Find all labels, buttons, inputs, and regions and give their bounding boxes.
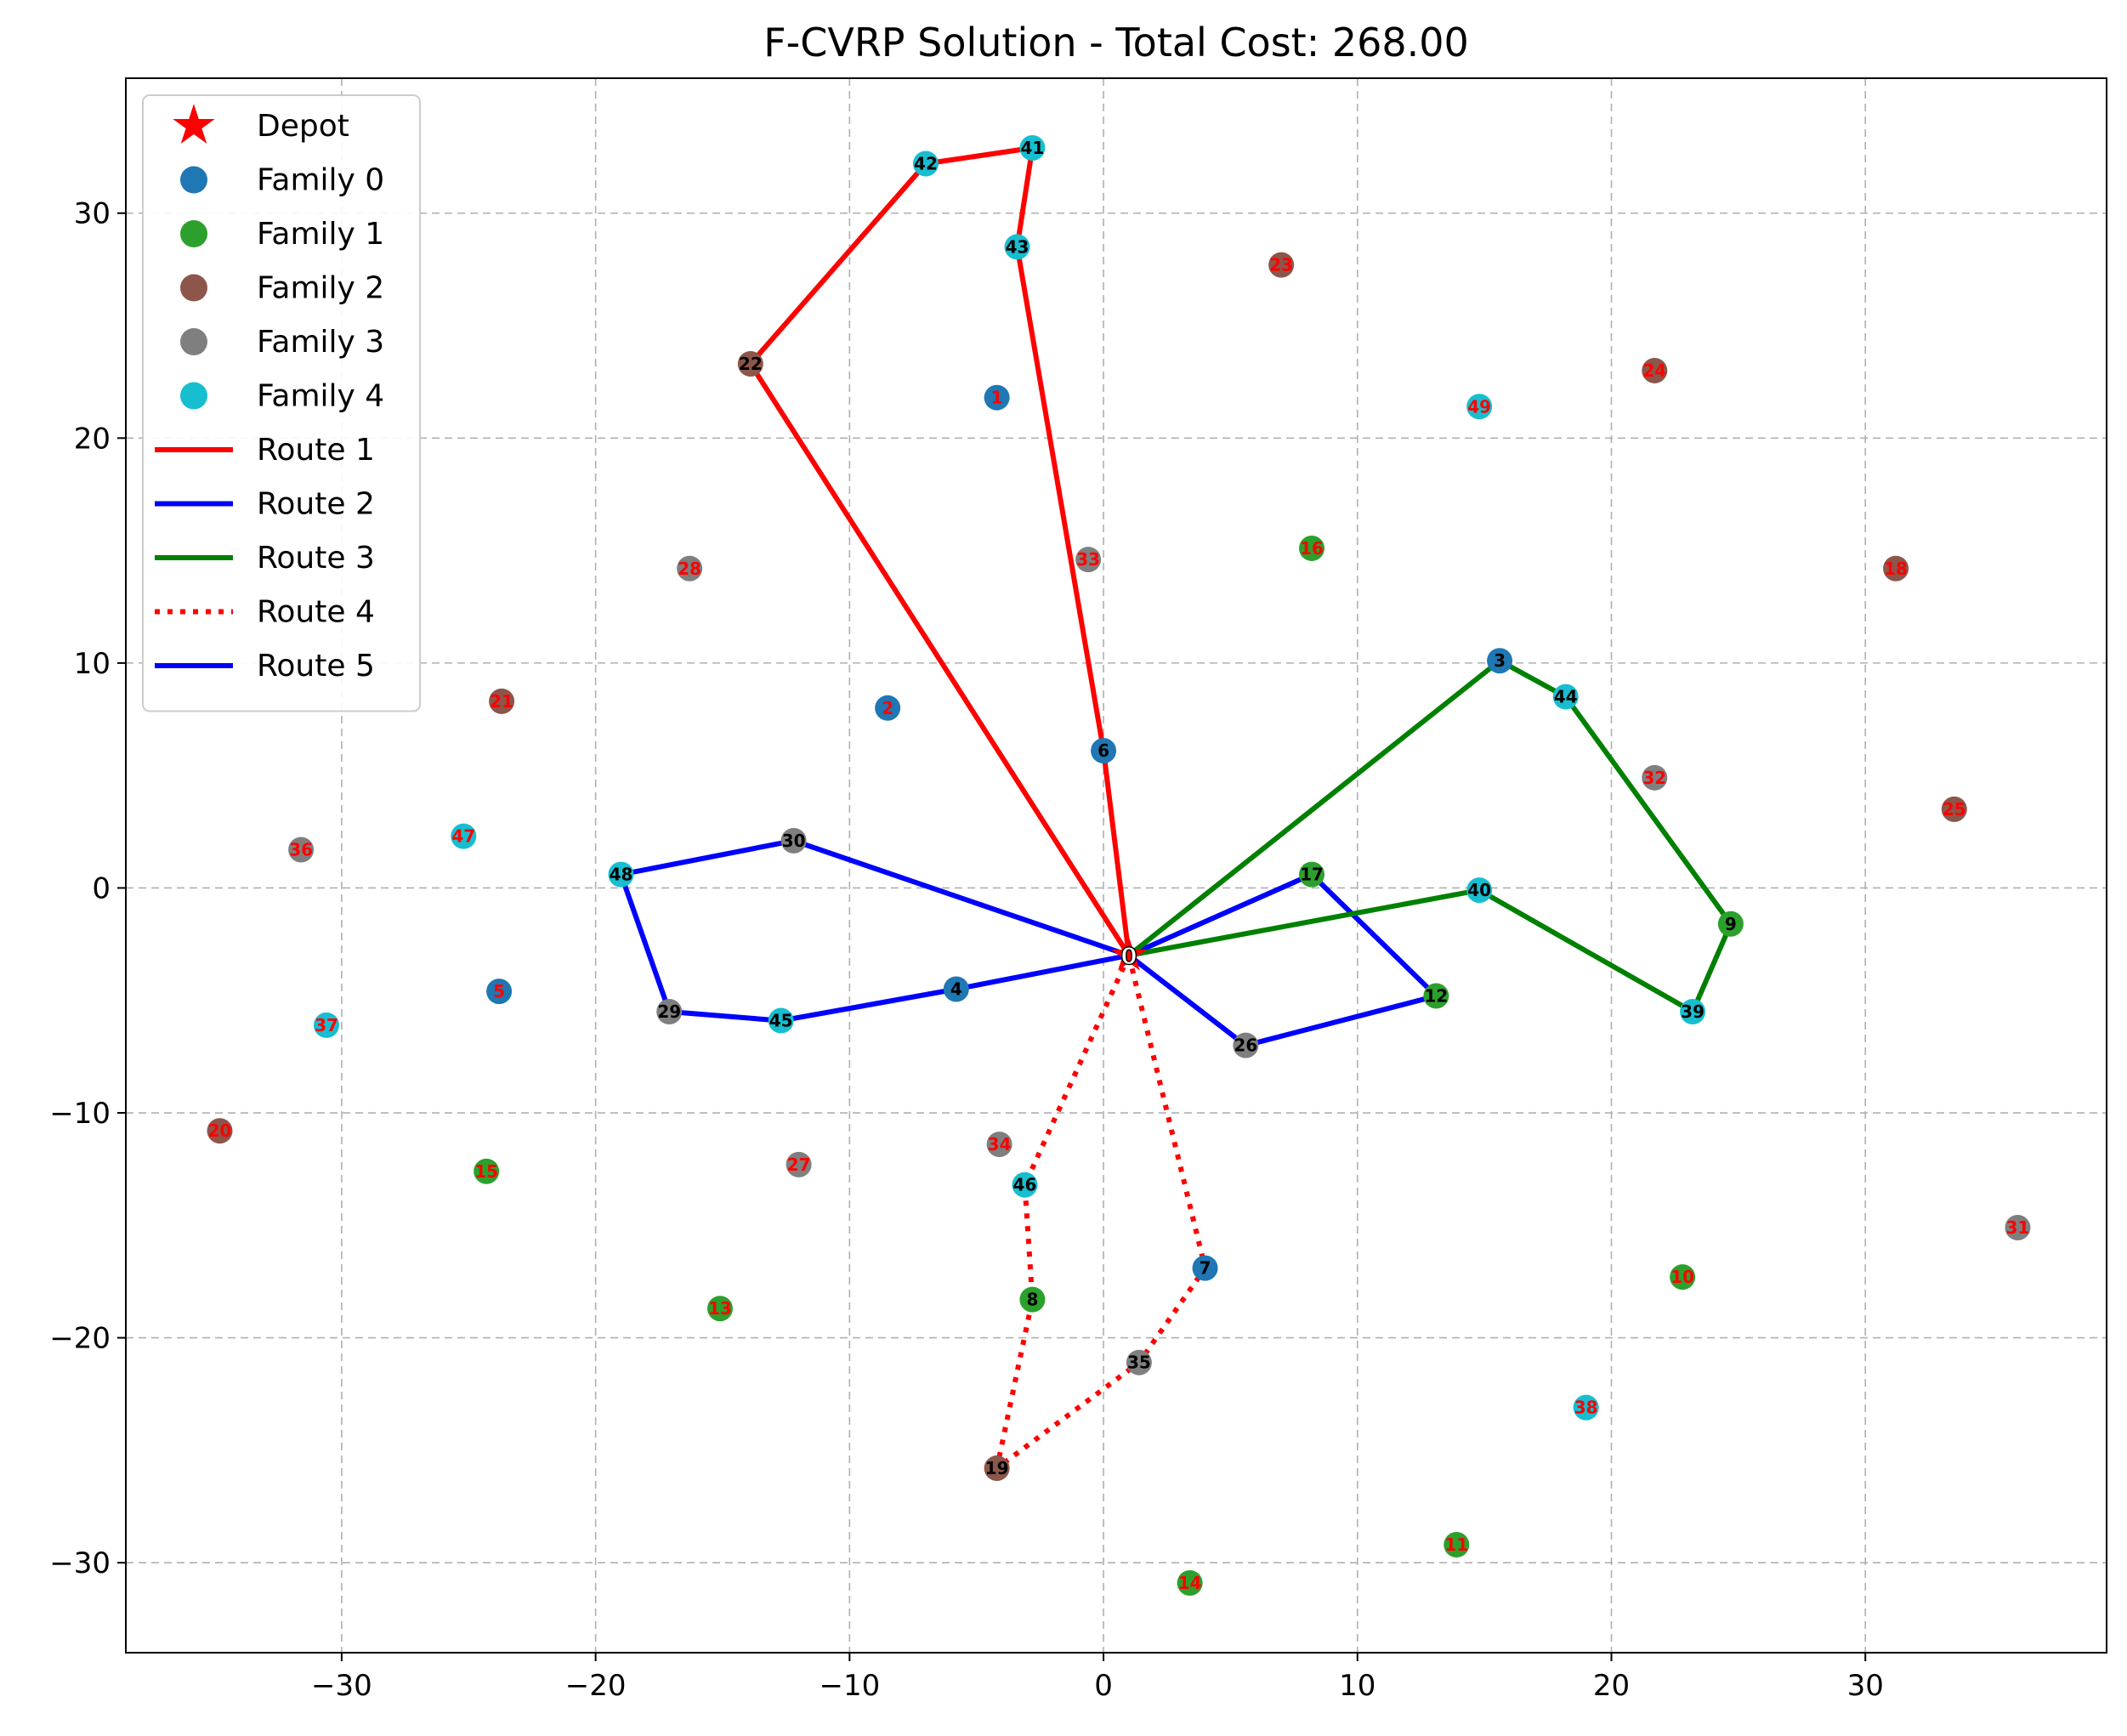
legend-route-2-label: Route 2 — [257, 487, 375, 522]
customer-label-35: 35 — [1127, 1353, 1151, 1373]
y-tick-label: 20 — [74, 422, 111, 456]
x-tick-label: −30 — [311, 1669, 372, 1703]
customer-label-5: 5 — [493, 981, 505, 1001]
route-lines — [621, 148, 1731, 1468]
y-tick-label: 0 — [92, 871, 111, 905]
customer-label-30: 30 — [782, 831, 806, 851]
legend-family-2-marker — [180, 275, 207, 302]
customer-label-17: 17 — [1300, 865, 1324, 885]
customer-label-33: 33 — [1076, 549, 1100, 570]
customer-label-2: 2 — [882, 698, 893, 718]
customer-label-4: 4 — [950, 979, 962, 1000]
customer-label-43: 43 — [1006, 236, 1029, 257]
legend-route-1-label: Route 1 — [257, 433, 375, 468]
customer-label-39: 39 — [1681, 1001, 1704, 1022]
legend-depot-label: Depot — [257, 109, 349, 144]
customer-label-37: 37 — [315, 1015, 338, 1035]
legend: Depot Family 0 Family 1 Family 2 Family 3 Fam… — [143, 95, 420, 712]
customer-label-34: 34 — [988, 1134, 1012, 1154]
y-tick-label: −20 — [49, 1322, 111, 1356]
y-tick-label: 10 — [74, 647, 111, 681]
customer-label-6: 6 — [1098, 740, 1109, 761]
customer-label-32: 32 — [1642, 768, 1666, 788]
customer-label-19: 19 — [985, 1458, 1009, 1478]
x-tick-label: −10 — [819, 1669, 880, 1703]
customer-label-21: 21 — [490, 691, 513, 712]
customer-label-25: 25 — [1943, 799, 1966, 820]
y-tick-label: 30 — [74, 197, 111, 231]
x-tick-label: 10 — [1339, 1669, 1375, 1703]
customer-label-8: 8 — [1026, 1290, 1038, 1310]
customer-label-10: 10 — [1670, 1267, 1694, 1287]
y-axis-ticks: −30 −20 −10 0 10 20 30 — [49, 197, 126, 1580]
customer-label-48: 48 — [610, 865, 633, 885]
x-axis-ticks: −30 −20 −10 0 10 20 30 — [311, 1653, 1884, 1703]
x-tick-label: 0 — [1094, 1669, 1113, 1703]
customer-label-18: 18 — [1884, 559, 1908, 579]
legend-family-3-marker — [180, 328, 207, 355]
route-5-line — [621, 841, 1129, 1021]
route-1-line — [751, 148, 1129, 956]
chart-title: F-CVRP Solution - Total Cost: 268.00 — [763, 20, 1469, 65]
customer-label-23: 23 — [1269, 255, 1293, 275]
depot-label: 0 — [1120, 942, 1137, 970]
route-3-line — [1129, 661, 1731, 1012]
legend-family-0-label: Family 0 — [257, 163, 384, 198]
customer-label-13: 13 — [708, 1298, 732, 1319]
legend-route-3-label: Route 3 — [257, 541, 375, 576]
legend-family-2-label: Family 2 — [257, 271, 384, 306]
customer-label-24: 24 — [1642, 360, 1666, 381]
customer-label-49: 49 — [1467, 396, 1491, 417]
x-tick-label: −20 — [565, 1669, 627, 1703]
customer-label-45: 45 — [769, 1011, 793, 1031]
customer-label-3: 3 — [1494, 650, 1506, 671]
legend-family-4-marker — [180, 383, 207, 410]
y-tick-label: −10 — [49, 1097, 111, 1131]
y-tick-label: −30 — [49, 1546, 111, 1580]
legend-route-5-label: Route 5 — [257, 649, 375, 684]
legend-family-1-label: Family 1 — [257, 217, 384, 252]
customer-label-44: 44 — [1554, 687, 1578, 707]
customer-label-16: 16 — [1300, 538, 1324, 559]
customer-label-11: 11 — [1444, 1535, 1468, 1555]
customer-label-40: 40 — [1467, 880, 1491, 900]
customer-label-26: 26 — [1234, 1035, 1257, 1056]
customer-label-27: 27 — [787, 1154, 811, 1175]
customer-label-29: 29 — [657, 1001, 681, 1022]
customer-label-12: 12 — [1424, 985, 1448, 1006]
legend-family-3-label: Family 3 — [257, 325, 384, 360]
customer-label-41: 41 — [1021, 138, 1045, 158]
legend-route-4-label: Route 4 — [257, 595, 375, 630]
customer-label-36: 36 — [289, 839, 313, 859]
legend-family-0-marker — [180, 167, 207, 194]
customer-label-38: 38 — [1574, 1398, 1598, 1418]
customer-label-15: 15 — [474, 1161, 498, 1182]
customer-label-14: 14 — [1178, 1573, 1202, 1593]
legend-family-1-marker — [180, 220, 207, 247]
customer-label-46: 46 — [1013, 1175, 1037, 1195]
x-tick-label: 30 — [1847, 1669, 1884, 1703]
customer-label-20: 20 — [208, 1120, 232, 1141]
customer-label-47: 47 — [451, 826, 475, 847]
customer-label-22: 22 — [739, 354, 763, 374]
legend-family-4-label: Family 4 — [257, 379, 384, 414]
route-4-line — [997, 956, 1205, 1468]
customer-label-9: 9 — [1725, 914, 1737, 934]
customer-label-42: 42 — [914, 154, 938, 174]
customer-label-31: 31 — [2006, 1217, 2030, 1238]
customer-label-7: 7 — [1200, 1258, 1211, 1279]
customer-label-28: 28 — [678, 559, 701, 579]
x-tick-label: 20 — [1593, 1669, 1630, 1703]
route-2-line — [1129, 875, 1437, 1046]
customer-label-1: 1 — [991, 388, 1003, 408]
